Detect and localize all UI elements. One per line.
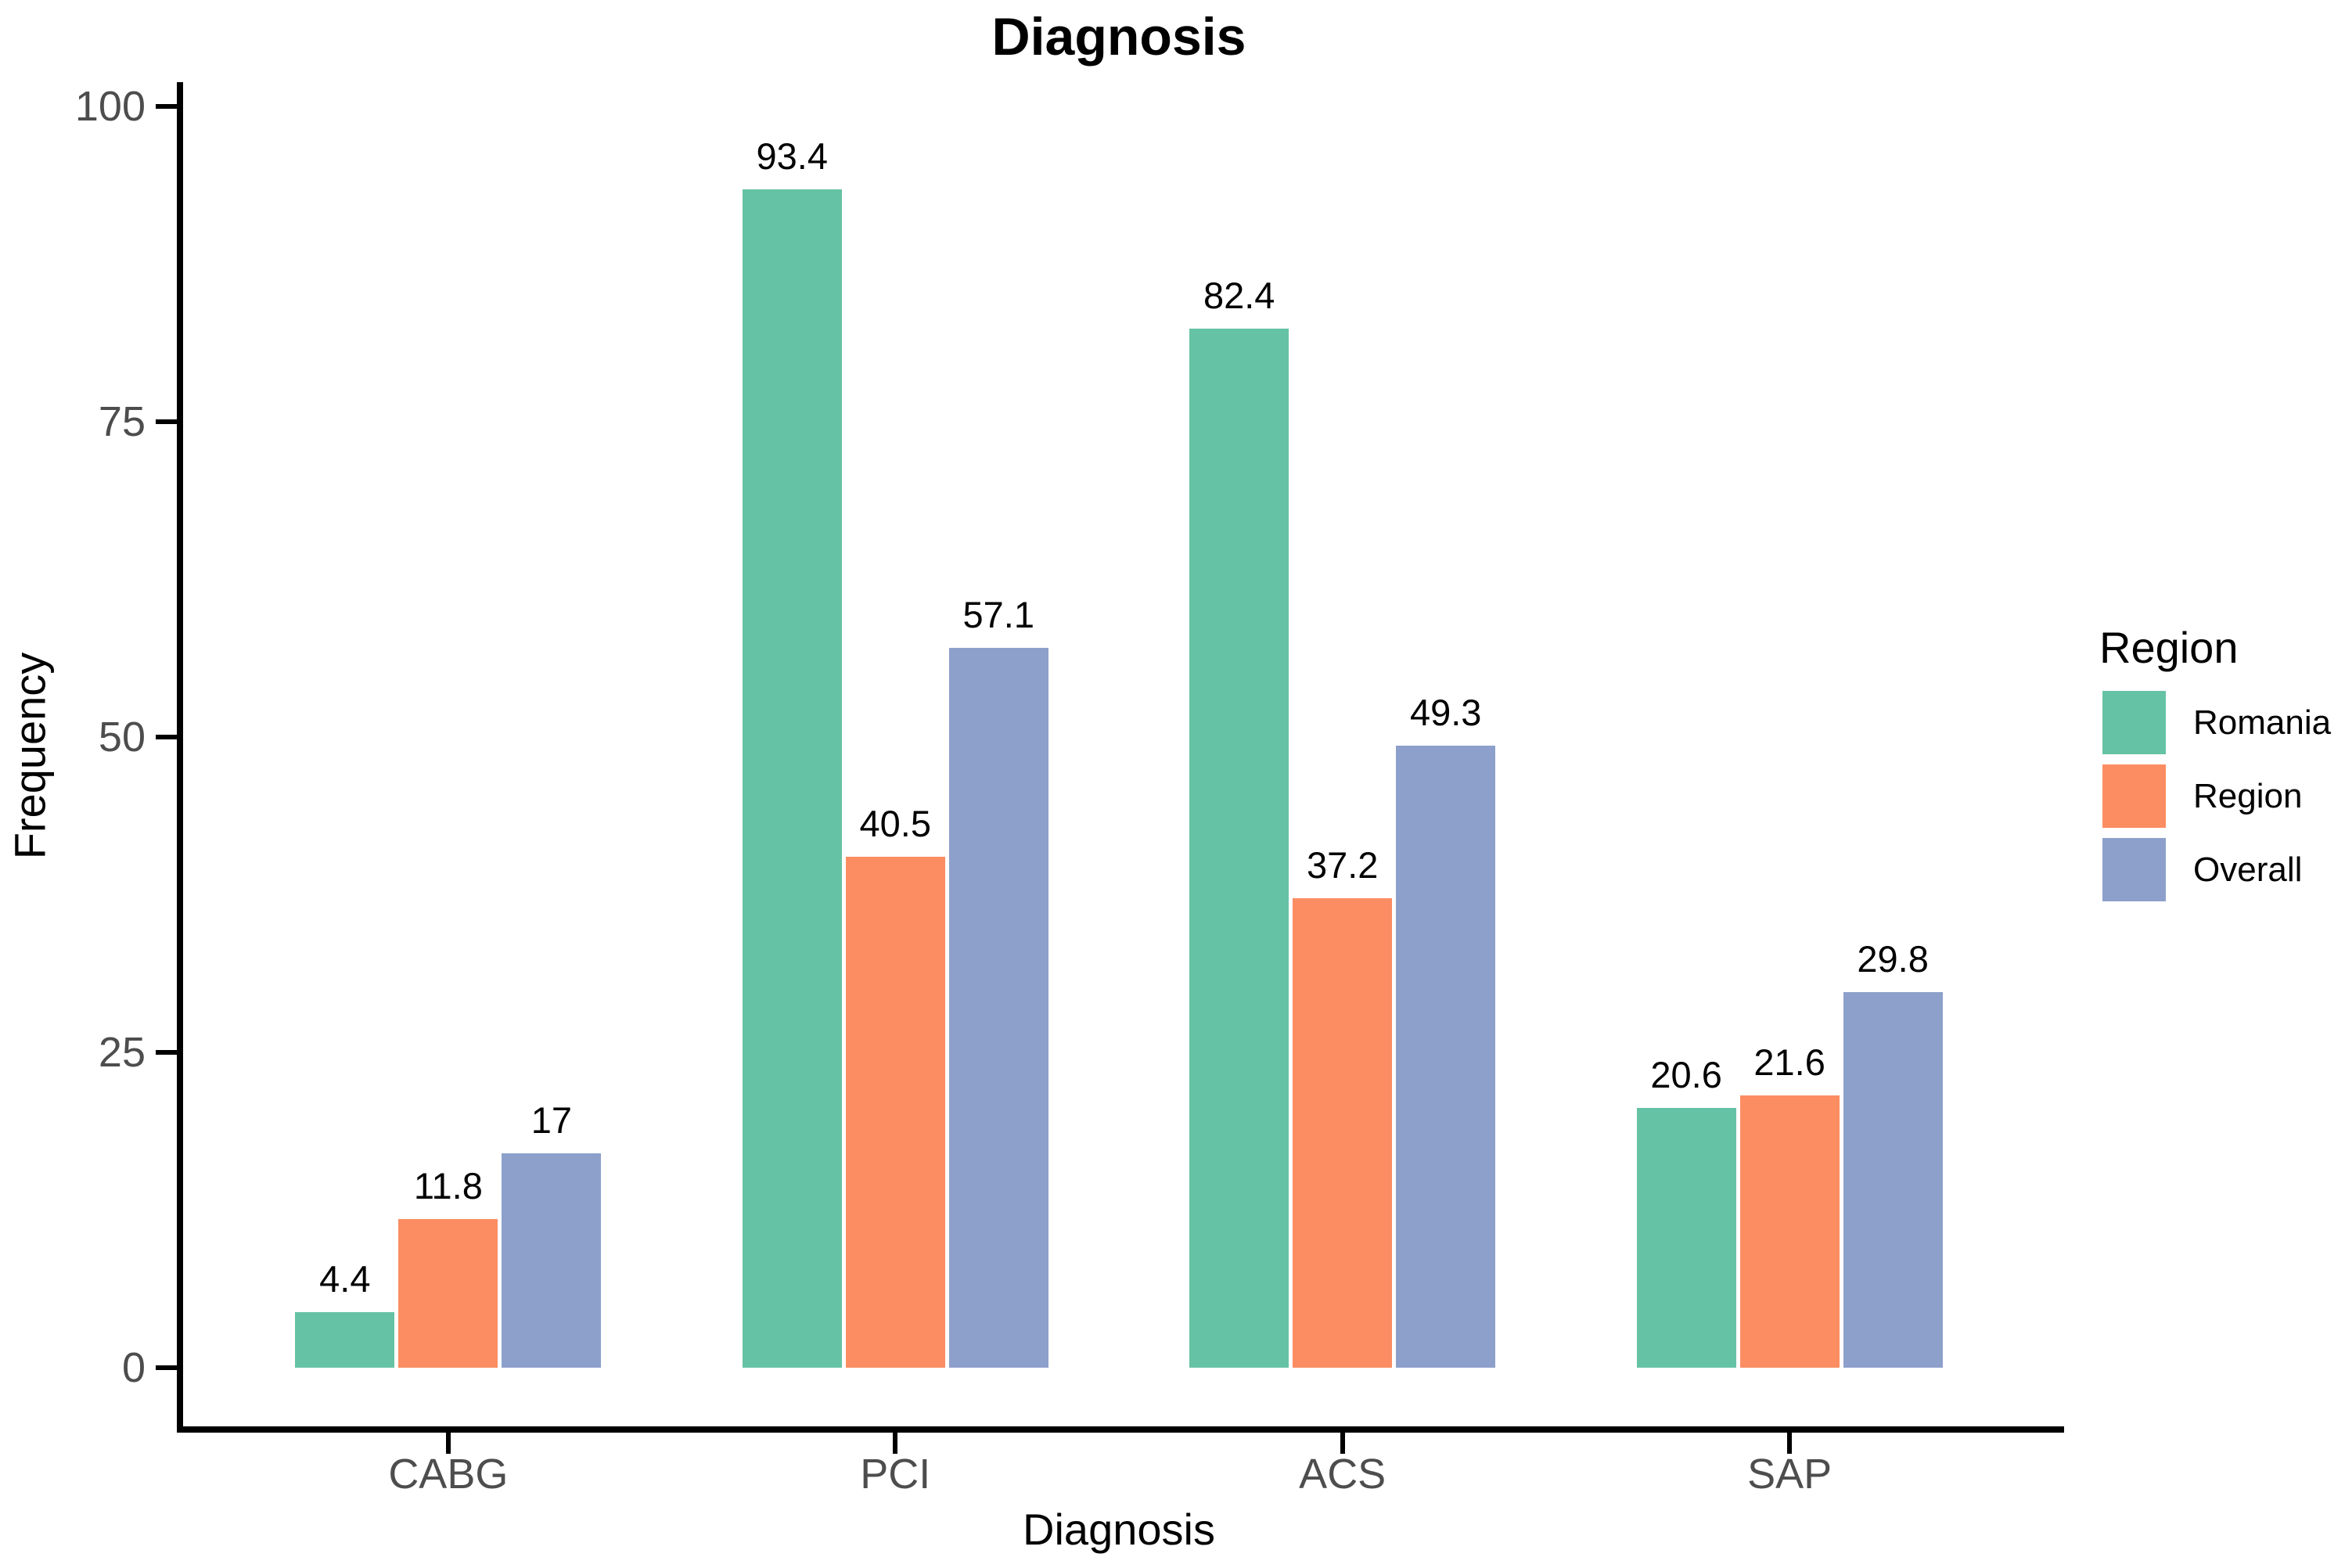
x-tick-label: CABG <box>388 1451 509 1498</box>
y-tick <box>156 735 177 739</box>
y-axis-line <box>177 82 183 1433</box>
y-tick <box>156 1050 177 1055</box>
bar-value-label: 49.3 <box>1409 692 1482 734</box>
y-tick-label: 100 <box>74 83 146 130</box>
bar <box>1189 328 1289 1368</box>
bar-value-label: 21.6 <box>1753 1041 1825 1083</box>
bar-value-label: 40.5 <box>859 803 932 845</box>
x-tick-label: PCI <box>860 1451 931 1498</box>
x-tick <box>893 1433 898 1454</box>
bar <box>398 1218 498 1368</box>
x-tick <box>1787 1433 1793 1454</box>
y-tick-label: 50 <box>98 714 146 761</box>
bar <box>1739 1095 1840 1368</box>
x-tick <box>445 1433 451 1454</box>
bar-value-label: 82.4 <box>1203 274 1275 316</box>
bar <box>742 189 842 1368</box>
bar <box>295 1312 395 1368</box>
bar-value-label: 37.2 <box>1306 844 1379 886</box>
bar <box>1293 898 1393 1368</box>
legend-swatch <box>2102 838 2166 901</box>
bar-value-label: 20.6 <box>1650 1053 1722 1095</box>
x-tick <box>1340 1433 1345 1454</box>
legend-item-label: Region <box>2193 777 2303 815</box>
chart-title: Diagnosis <box>991 7 1246 67</box>
y-tick <box>156 104 177 109</box>
y-tick-label: 25 <box>98 1029 146 1076</box>
bar <box>502 1153 602 1368</box>
bar-value-label: 57.1 <box>962 593 1035 635</box>
bar-value-label: 29.8 <box>1857 937 1929 980</box>
bar-value-label: 17 <box>531 1099 572 1141</box>
x-tick-label: ACS <box>1299 1451 1386 1498</box>
bar <box>1636 1107 1736 1368</box>
bar <box>845 857 945 1368</box>
bar-value-label: 11.8 <box>413 1164 483 1207</box>
bar <box>1396 746 1496 1368</box>
bar-value-label: 4.4 <box>319 1258 371 1300</box>
legend-swatch <box>2102 764 2166 828</box>
legend-title: Region <box>2099 623 2239 672</box>
bar-value-label: 93.4 <box>756 135 829 178</box>
y-tick-label: 0 <box>121 1344 146 1391</box>
legend-item-label: Romania <box>2193 703 2332 742</box>
y-tick <box>156 1365 177 1370</box>
x-axis-title: Diagnosis <box>1023 1505 1215 1554</box>
y-tick-label: 75 <box>98 398 146 445</box>
x-tick-label: SAP <box>1747 1451 1832 1498</box>
legend-swatch <box>2102 691 2166 754</box>
legend-item-label: Overall <box>2193 851 2303 889</box>
y-tick <box>156 419 177 424</box>
bar <box>1843 991 1943 1368</box>
x-axis-line <box>177 1426 2064 1433</box>
bar <box>948 647 1048 1368</box>
